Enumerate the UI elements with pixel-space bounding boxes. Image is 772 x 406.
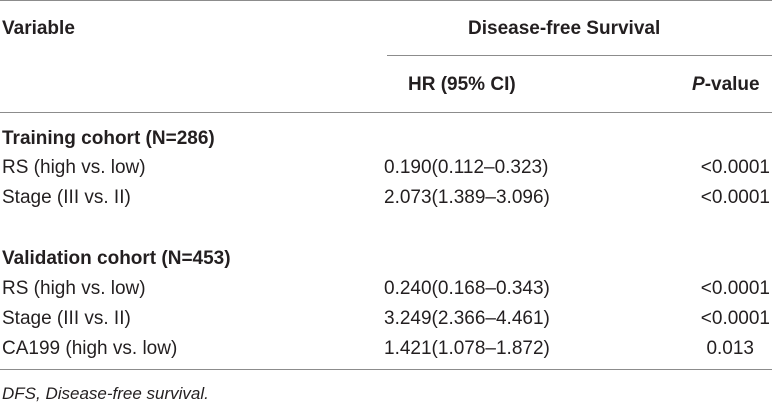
table-footnote: DFS, Disease-free survival. bbox=[2, 384, 209, 403]
row-hr: 0.240(0.168–0.343) bbox=[384, 278, 550, 299]
row-variable: CA199 (high vs. low) bbox=[2, 338, 178, 359]
row-hr: 3.249(2.366–4.461) bbox=[384, 308, 550, 329]
table-top-rule bbox=[0, 0, 772, 1]
row-hr: 2.073(1.389–3.096) bbox=[384, 187, 550, 208]
row-p: <0.0001 bbox=[700, 157, 770, 178]
row-hr: 0.190(0.112–0.323) bbox=[384, 157, 549, 178]
header-bottom-rule bbox=[0, 112, 772, 113]
table-bottom-rule bbox=[0, 369, 772, 370]
row-variable: Stage (III vs. II) bbox=[2, 187, 131, 208]
row-p: <0.0001 bbox=[700, 308, 770, 329]
spanner-rule bbox=[387, 55, 772, 56]
section-title-validation: Validation cohort (N=453) bbox=[2, 248, 231, 269]
section-title-training: Training cohort (N=286) bbox=[2, 128, 215, 149]
row-variable: Stage (III vs. II) bbox=[2, 308, 131, 329]
header-p-rest: -value bbox=[704, 74, 760, 95]
header-disease-free-survival: Disease-free Survival bbox=[468, 18, 661, 39]
row-p: <0.0001 bbox=[700, 187, 770, 208]
row-p: <0.0001 bbox=[700, 278, 770, 299]
row-hr: 1.421(1.078–1.872) bbox=[384, 338, 550, 359]
row-variable: RS (high vs. low) bbox=[2, 278, 146, 299]
row-p: 0.013 bbox=[706, 338, 754, 359]
header-hr-ci: HR (95% CI) bbox=[408, 74, 516, 95]
header-variable: Variable bbox=[2, 18, 75, 39]
row-variable: RS (high vs. low) bbox=[2, 157, 146, 178]
header-p-value: P-value bbox=[692, 73, 760, 97]
header-p-italic: P bbox=[692, 74, 705, 95]
